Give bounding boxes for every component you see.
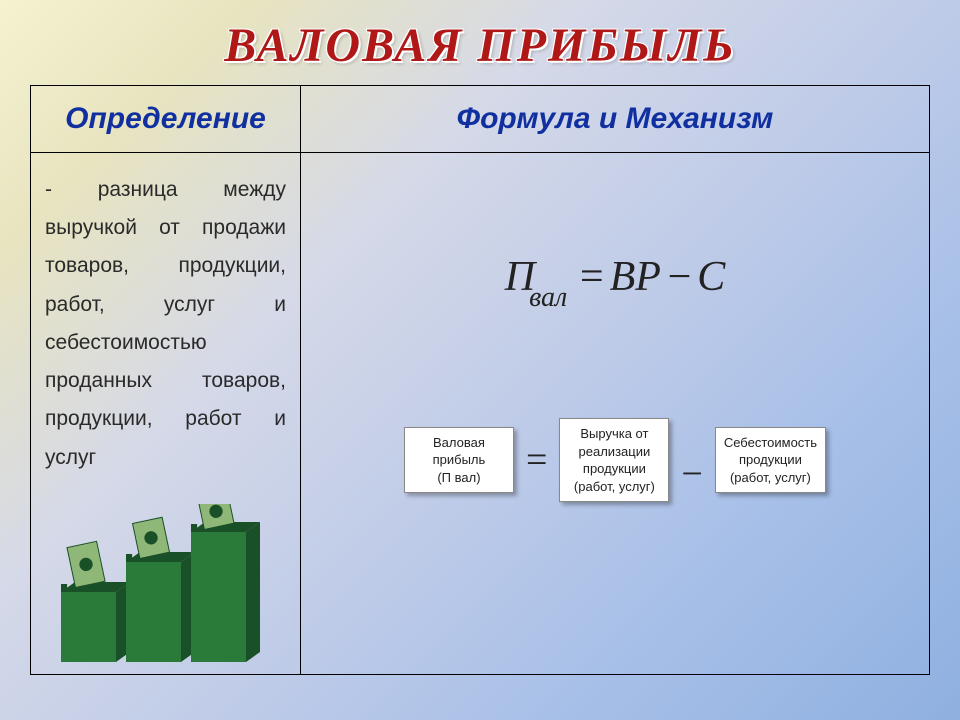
content-table: Определение Формула и Механизм - разница… <box>30 85 930 675</box>
formula-minus: − <box>665 254 693 300</box>
box3-l1: Себестоимость <box>724 435 817 450</box>
box1-l2: прибыль <box>433 452 486 467</box>
box-revenue: Выручка от реализации продукции (работ, … <box>559 418 669 502</box>
boxes-minus: − <box>677 452 706 496</box>
formula-rhs1: ВР <box>610 254 661 300</box>
box3-l3: (работ, услуг) <box>730 470 811 485</box>
box2-l1: Выручка от <box>580 426 648 441</box>
header-formula: Формула и Механизм <box>301 86 929 152</box>
box2-l4: (работ, услуг) <box>574 479 655 494</box>
definition-text: - разница между выручкой от продажи това… <box>45 171 286 477</box>
box-gross-profit: Валовая прибыль (П вал) <box>404 427 514 494</box>
definition-cell: - разница между выручкой от продажи това… <box>31 153 301 674</box>
formula-rhs2: С <box>697 254 725 300</box>
table-header-row: Определение Формула и Механизм <box>31 86 929 153</box>
formula-boxes: Валовая прибыль (П вал) = Выручка от реа… <box>301 418 929 502</box>
formula-equation: Пвал = ВР − С <box>301 253 929 302</box>
box-cost: Себестоимость продукции (работ, услуг) <box>715 427 826 494</box>
formula-cell: Пвал = ВР − С Валовая прибыль (П вал) = … <box>301 153 929 674</box>
box2-l2: реализации <box>579 444 651 459</box>
formula-lhs-sub: вал <box>529 282 567 313</box>
table-body-row: - разница между выручкой от продажи това… <box>31 153 929 674</box>
formula-eq: = <box>577 254 605 300</box>
box3-l2: продукции <box>739 452 802 467</box>
money-chart-icon <box>51 504 261 664</box>
box2-l3: продукции <box>583 461 646 476</box>
header-definition: Определение <box>31 86 301 152</box>
boxes-eq: = <box>522 438 551 482</box>
box1-l3: (П вал) <box>437 470 480 485</box>
slide-title: ВАЛОВАЯ ПРИБЫЛЬ <box>0 0 960 85</box>
box1-l1: Валовая <box>433 435 485 450</box>
